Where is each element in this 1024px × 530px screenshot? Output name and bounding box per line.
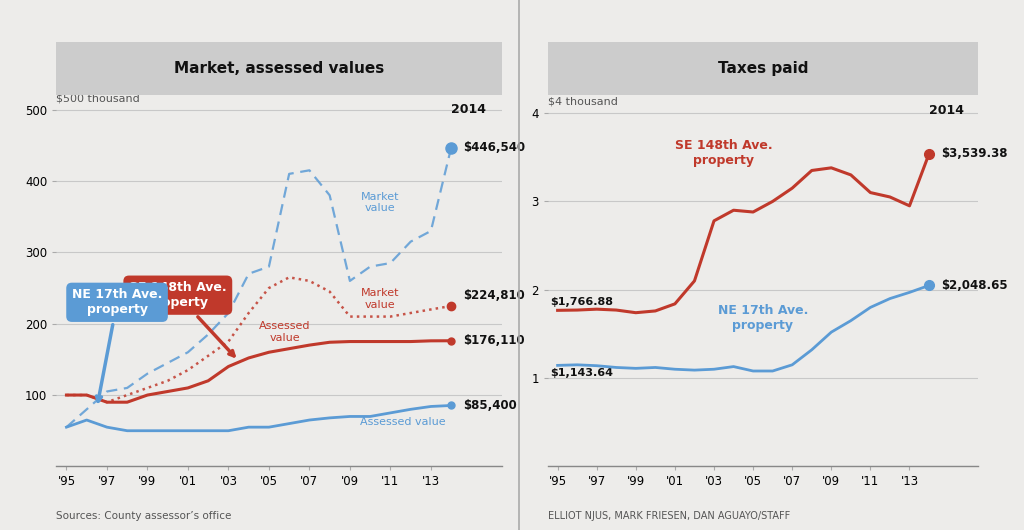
- Text: NE 17th Ave.
property: NE 17th Ave. property: [718, 304, 808, 332]
- Text: Taxes paid: Taxes paid: [718, 61, 808, 76]
- Text: Assessed value: Assessed value: [360, 417, 445, 427]
- Text: ELLIOT NJUS, MARK FRIESEN, DAN AGUAYO/STAFF: ELLIOT NJUS, MARK FRIESEN, DAN AGUAYO/ST…: [548, 511, 791, 522]
- Text: $4 thousand: $4 thousand: [548, 96, 617, 106]
- Text: SE 148th Ave.
property: SE 148th Ave. property: [129, 281, 234, 356]
- Text: Assessed
value: Assessed value: [259, 322, 311, 343]
- Text: $500 thousand: $500 thousand: [56, 94, 140, 104]
- Text: $85,400: $85,400: [463, 399, 517, 412]
- Text: $1,143.64: $1,143.64: [550, 368, 612, 378]
- Text: 2014: 2014: [452, 102, 486, 116]
- Text: $446,540: $446,540: [463, 142, 525, 154]
- Text: NE 17th Ave.
property: NE 17th Ave. property: [72, 288, 162, 401]
- Text: $224,810: $224,810: [463, 289, 525, 302]
- Text: $2,048.65: $2,048.65: [941, 279, 1008, 292]
- Text: $1,766.88: $1,766.88: [550, 297, 612, 307]
- Text: Market
value: Market value: [361, 288, 399, 310]
- Text: $3,539.38: $3,539.38: [941, 147, 1008, 160]
- Text: 2014: 2014: [929, 104, 964, 117]
- Text: Sources: County assessor’s office: Sources: County assessor’s office: [56, 511, 231, 522]
- Text: $176,110: $176,110: [463, 334, 525, 347]
- Text: Market, assessed values: Market, assessed values: [174, 61, 384, 76]
- Text: Market
value: Market value: [361, 192, 399, 213]
- Text: SE 148th Ave.
property: SE 148th Ave. property: [675, 139, 772, 167]
